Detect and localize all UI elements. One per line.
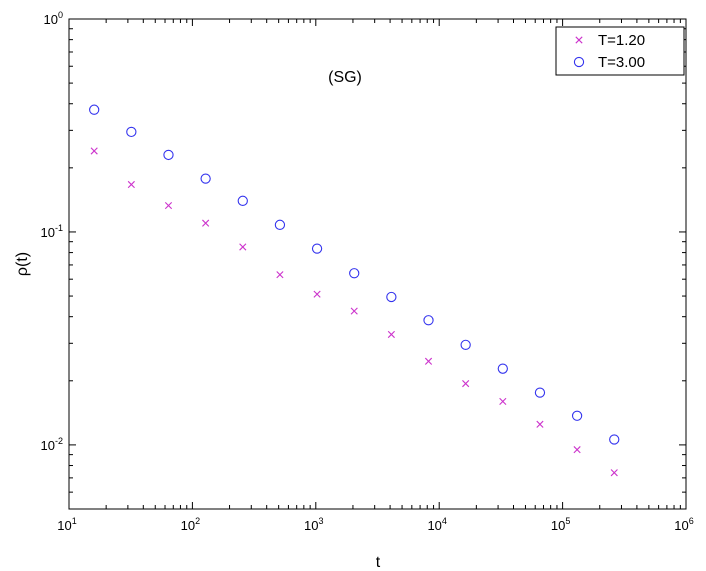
x-axis-label: t bbox=[376, 554, 381, 571]
x-tick-label: 102 bbox=[181, 516, 200, 533]
data-point-x-marker bbox=[202, 219, 210, 227]
y-tick-label: 10-2 bbox=[41, 436, 63, 453]
data-point-circle-marker bbox=[423, 315, 434, 326]
data-point-x-marker bbox=[424, 357, 433, 365]
data-point-circle-marker bbox=[163, 149, 174, 161]
axis-ticks bbox=[68, 19, 686, 510]
data-point-x-marker bbox=[610, 469, 618, 477]
data-point-circle-marker bbox=[274, 219, 286, 230]
y-axis-label: ρ(t) bbox=[14, 252, 31, 276]
data-point-x-marker bbox=[350, 307, 358, 315]
data-point-circle-marker bbox=[497, 363, 508, 374]
data-point-x-marker bbox=[164, 201, 173, 210]
data-point-x-marker bbox=[127, 180, 135, 189]
data-point-circle-marker bbox=[386, 291, 397, 303]
series-group bbox=[89, 104, 620, 445]
tick-labels: 101 102 103 104 105 106 10-2 10-1 100 bbox=[41, 10, 694, 533]
data-point-x-marker bbox=[90, 147, 98, 155]
legend-box bbox=[555, 26, 685, 76]
data-point-circle-marker bbox=[349, 268, 360, 279]
x-tick-label: 101 bbox=[57, 516, 76, 533]
data-point-x-marker bbox=[239, 243, 247, 251]
data-point-x-marker bbox=[276, 271, 284, 279]
data-point-x-marker bbox=[313, 290, 321, 298]
series-group bbox=[90, 147, 618, 477]
chart-annotation: (SG) bbox=[328, 69, 362, 86]
data-point-circle-marker bbox=[311, 243, 323, 254]
legend: T=1.20 T=3.00 bbox=[555, 26, 685, 76]
data-point-circle-marker bbox=[571, 410, 583, 421]
data-point-x-marker bbox=[499, 397, 507, 406]
legend-label: T=3.00 bbox=[598, 54, 645, 71]
data-point-circle-marker bbox=[609, 434, 620, 445]
data-point-x-marker bbox=[462, 380, 470, 388]
data-point-circle-marker bbox=[126, 126, 137, 138]
legend-label: T=1.20 bbox=[598, 32, 645, 49]
data-point-x-marker bbox=[387, 330, 395, 339]
x-tick-label: 104 bbox=[427, 516, 446, 533]
data-point-x-marker bbox=[536, 420, 544, 428]
x-tick-label: 103 bbox=[304, 516, 323, 533]
y-tick-label: 100 bbox=[44, 10, 63, 27]
legend-marker bbox=[573, 56, 585, 68]
x-tick-label: 106 bbox=[674, 516, 693, 533]
data-point-circle-marker bbox=[534, 387, 546, 398]
data-point-circle-marker bbox=[460, 339, 471, 350]
legend-marker bbox=[575, 36, 583, 44]
data-point-x-marker bbox=[573, 446, 581, 454]
x-tick-label: 105 bbox=[551, 516, 570, 533]
data-point-circle-marker bbox=[200, 173, 211, 184]
plot-area bbox=[68, 18, 687, 510]
y-tick-label: 10-1 bbox=[41, 223, 63, 240]
data-markers bbox=[89, 104, 620, 477]
data-point-circle-marker bbox=[89, 104, 100, 115]
data-point-circle-marker bbox=[237, 195, 248, 206]
